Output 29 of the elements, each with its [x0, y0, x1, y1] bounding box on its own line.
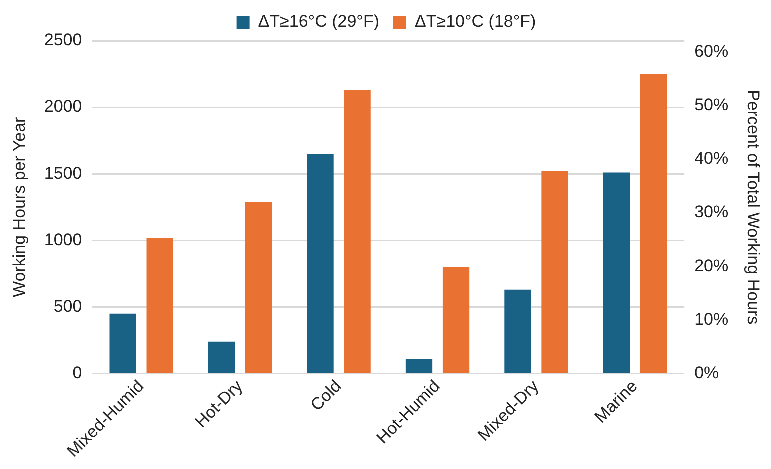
bar [344, 90, 371, 374]
y-tick-label: 2500 [44, 30, 82, 50]
legend-label: ΔT≥16°C (29°F) [258, 12, 380, 32]
y-tick-label: 1500 [44, 164, 82, 183]
y-axis-title: Working Hours per Year [10, 116, 29, 298]
bar [307, 154, 334, 374]
legend-label: ΔT≥10°C (18°F) [415, 12, 536, 32]
y2-tick-label: 20% [694, 256, 729, 276]
y2-tick-label: 30% [694, 202, 729, 222]
y2-tick-label: 40% [694, 149, 729, 168]
bar [245, 202, 272, 374]
bar [110, 314, 136, 374]
y-tick-label: 500 [54, 296, 82, 316]
y2-tick-label: 50% [694, 96, 729, 115]
y2-tick-label: 60% [694, 42, 729, 61]
bar [208, 342, 236, 374]
bar [442, 267, 470, 374]
bar [603, 172, 630, 374]
bar [542, 171, 568, 374]
y-tick-label: 0 [72, 363, 82, 382]
bar [640, 74, 668, 374]
y2-axis-title: Percent of Total Working Hours [744, 90, 764, 325]
bar [406, 359, 433, 374]
y2-tick-label: 0% [694, 363, 720, 382]
bar [146, 238, 174, 374]
bar [504, 290, 532, 374]
y2-tick-label: 10% [694, 310, 729, 329]
y-tick-label: 2000 [44, 97, 82, 116]
y-tick-label: 1000 [44, 230, 82, 250]
